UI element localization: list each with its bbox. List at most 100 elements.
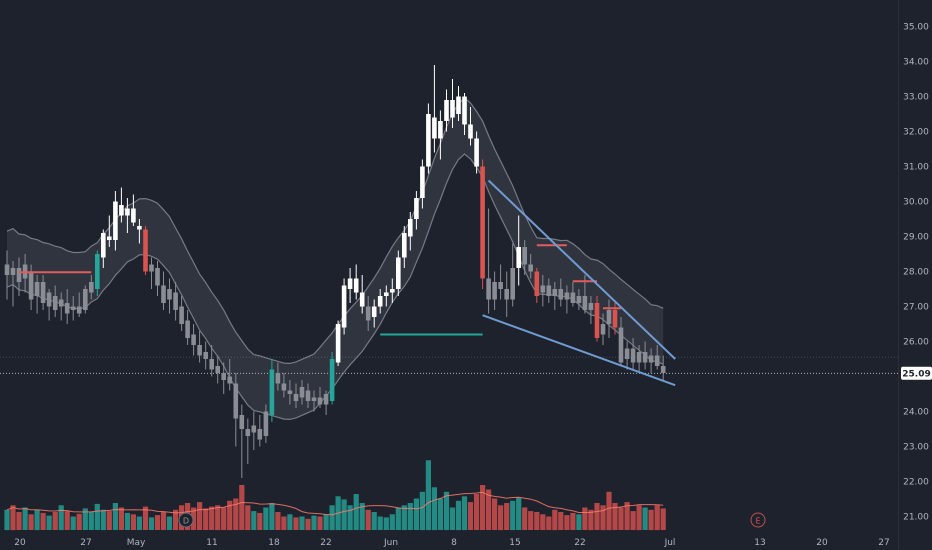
candle-body[interactable]: [396, 257, 401, 290]
candle-body[interactable]: [426, 114, 431, 167]
candle-body[interactable]: [149, 264, 154, 272]
candle-body[interactable]: [125, 208, 130, 216]
candle-body[interactable]: [618, 327, 624, 363]
lower-trendline[interactable]: [482, 314, 676, 387]
candle-body[interactable]: [522, 247, 527, 265]
candle-body[interactable]: [52, 296, 58, 310]
candle-body[interactable]: [215, 366, 220, 373]
candle-body[interactable]: [564, 292, 570, 300]
candle-body[interactable]: [83, 289, 88, 310]
candle-body[interactable]: [359, 292, 365, 307]
candle-body[interactable]: [131, 208, 136, 223]
candle-body[interactable]: [384, 292, 389, 297]
candle-body[interactable]: [28, 271, 34, 300]
candle-body[interactable]: [408, 219, 413, 237]
candle-body[interactable]: [570, 292, 576, 304]
candle-body[interactable]: [34, 282, 40, 296]
candle-body[interactable]: [588, 303, 594, 310]
candle-body[interactable]: [648, 355, 654, 363]
candle-body[interactable]: [546, 285, 552, 297]
candle-body[interactable]: [10, 268, 16, 275]
candle-body[interactable]: [119, 205, 124, 216]
candle-body[interactable]: [390, 289, 395, 293]
candle-body[interactable]: [275, 373, 281, 384]
candle-body[interactable]: [450, 100, 455, 118]
candle-body[interactable]: [191, 334, 196, 346]
candle-body[interactable]: [305, 390, 311, 402]
candle-body[interactable]: [203, 352, 208, 359]
candle-body[interactable]: [58, 299, 64, 307]
candle-body[interactable]: [365, 306, 371, 321]
candle-body[interactable]: [239, 415, 245, 429]
candle-body[interactable]: [107, 236, 112, 241]
candle-body[interactable]: [281, 383, 287, 391]
candle-body[interactable]: [660, 366, 666, 373]
candle-body[interactable]: [245, 429, 251, 436]
trendlines[interactable]: [482, 179, 676, 387]
candles[interactable]: [4, 65, 666, 478]
candle-body[interactable]: [558, 289, 564, 300]
candle-body[interactable]: [179, 306, 184, 325]
candle-body[interactable]: [335, 324, 341, 363]
candle-body[interactable]: [197, 345, 202, 356]
candle-body[interactable]: [438, 121, 443, 139]
candle-body[interactable]: [64, 303, 70, 314]
candle-body[interactable]: [16, 268, 22, 282]
candle-body[interactable]: [185, 320, 190, 339]
candle-body[interactable]: [636, 352, 642, 363]
candle-body[interactable]: [468, 124, 473, 139]
price-axis[interactable]: 35.00 34.00 33.00 32.00 31.00 30.00 29.00 28.00…: [901, 23, 932, 523]
candle-body[interactable]: [456, 96, 461, 115]
candle-body[interactable]: [221, 373, 226, 380]
candle-body[interactable]: [46, 292, 52, 307]
candle-body[interactable]: [95, 254, 100, 289]
candle-body[interactable]: [311, 397, 317, 402]
candle-body[interactable]: [251, 425, 257, 433]
candle-body[interactable]: [510, 268, 515, 300]
candle-body[interactable]: [492, 282, 497, 300]
candle-body[interactable]: [528, 264, 533, 272]
candle-body[interactable]: [167, 289, 172, 300]
candle-body[interactable]: [76, 306, 82, 314]
candle-body[interactable]: [155, 268, 160, 286]
candle-body[interactable]: [371, 306, 377, 318]
candle-body[interactable]: [341, 285, 347, 328]
upper-trendline[interactable]: [487, 179, 676, 360]
earnings-marker-icon[interactable]: [750, 512, 766, 528]
candle-body[interactable]: [540, 285, 546, 293]
candle-body[interactable]: [414, 198, 419, 219]
candle-body[interactable]: [257, 429, 263, 440]
candle-body[interactable]: [504, 289, 509, 300]
candle-body[interactable]: [323, 394, 329, 405]
candle-body[interactable]: [161, 285, 166, 304]
candle-body[interactable]: [600, 324, 606, 335]
candle-body[interactable]: [143, 229, 148, 272]
candle-body[interactable]: [101, 233, 106, 258]
candle-body[interactable]: [70, 306, 76, 311]
candle-body[interactable]: [594, 303, 600, 338]
candle-body[interactable]: [353, 278, 359, 293]
candle-body[interactable]: [480, 166, 485, 279]
candle-body[interactable]: [347, 278, 353, 290]
candle-body[interactable]: [516, 247, 521, 268]
candle-body[interactable]: [137, 226, 142, 230]
candle-body[interactable]: [299, 387, 305, 398]
candle-body[interactable]: [582, 296, 588, 310]
dividend-marker-icon[interactable]: [178, 512, 194, 528]
candle-body[interactable]: [462, 96, 467, 125]
candle-body[interactable]: [474, 138, 479, 167]
candle-body[interactable]: [624, 348, 630, 360]
candle-body[interactable]: [329, 359, 335, 401]
candle-body[interactable]: [227, 376, 232, 384]
candle-body[interactable]: [498, 282, 503, 289]
candle-body[interactable]: [612, 310, 618, 328]
candle-body[interactable]: [420, 166, 425, 199]
candle-body[interactable]: [40, 282, 46, 303]
candle-body[interactable]: [317, 397, 323, 405]
candle-body[interactable]: [113, 201, 118, 241]
current-price-tag[interactable]: [901, 366, 932, 380]
candle-body[interactable]: [444, 100, 449, 121]
